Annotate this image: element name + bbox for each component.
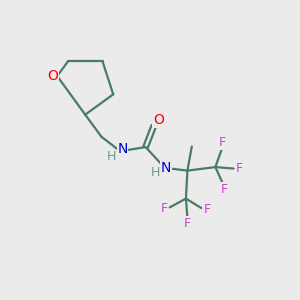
Text: F: F bbox=[204, 203, 211, 216]
Text: H: H bbox=[150, 166, 160, 179]
Text: F: F bbox=[184, 217, 191, 230]
Text: H: H bbox=[107, 150, 116, 163]
Text: F: F bbox=[160, 202, 167, 215]
Text: O: O bbox=[47, 69, 58, 83]
Text: F: F bbox=[236, 162, 243, 175]
Text: N: N bbox=[117, 142, 128, 156]
Text: O: O bbox=[153, 113, 164, 127]
Text: F: F bbox=[220, 183, 228, 196]
Text: N: N bbox=[161, 161, 171, 175]
Text: F: F bbox=[219, 136, 226, 149]
